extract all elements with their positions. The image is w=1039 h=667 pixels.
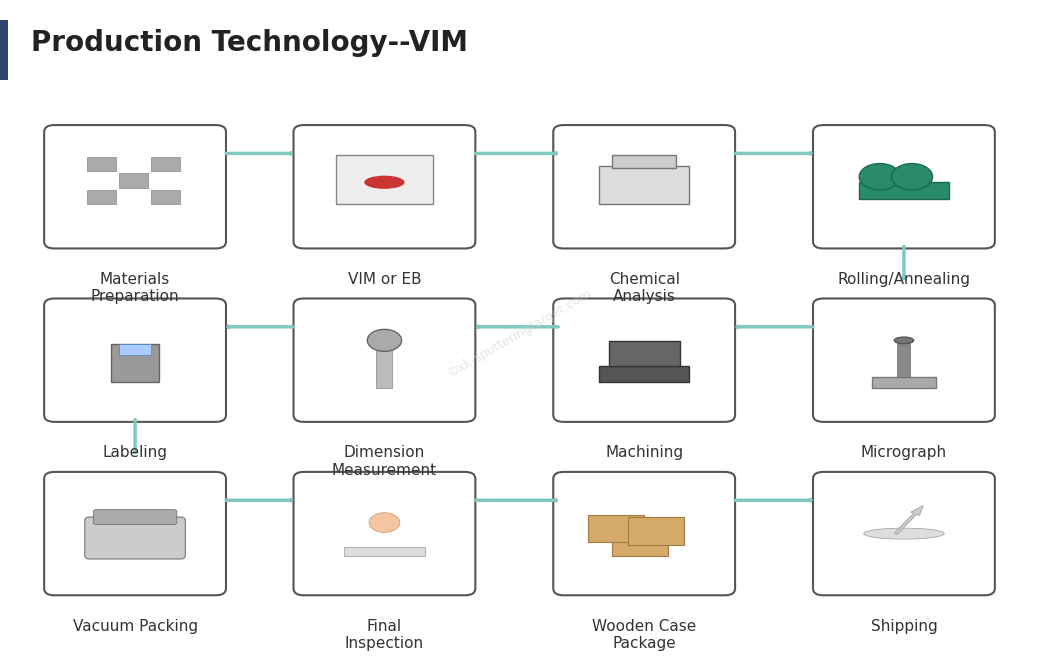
Bar: [328, 148, 441, 225]
FancyBboxPatch shape: [812, 299, 995, 422]
Text: Chemical
Analysis: Chemical Analysis: [609, 272, 680, 304]
Ellipse shape: [863, 528, 944, 539]
FancyBboxPatch shape: [45, 299, 227, 422]
Bar: [79, 148, 191, 225]
Bar: [609, 342, 680, 366]
Text: Shipping: Shipping: [871, 619, 937, 634]
FancyBboxPatch shape: [45, 125, 227, 249]
Bar: [152, 157, 180, 171]
Bar: [111, 344, 159, 382]
Bar: [588, 515, 644, 542]
Bar: [588, 321, 700, 399]
Bar: [600, 166, 689, 204]
FancyBboxPatch shape: [94, 510, 177, 524]
Bar: [848, 495, 960, 572]
Bar: [612, 528, 668, 556]
Text: Wooden Case
Package: Wooden Case Package: [592, 619, 696, 651]
FancyBboxPatch shape: [45, 472, 227, 595]
Bar: [79, 321, 191, 399]
Text: Dimension
Measurement: Dimension Measurement: [331, 446, 437, 478]
Circle shape: [891, 163, 933, 190]
Bar: [376, 338, 393, 388]
Text: Materials
Preparation: Materials Preparation: [90, 272, 180, 304]
Bar: [87, 157, 115, 171]
Bar: [152, 190, 180, 204]
FancyBboxPatch shape: [293, 472, 476, 595]
Circle shape: [859, 163, 901, 190]
FancyBboxPatch shape: [293, 125, 476, 249]
Ellipse shape: [365, 175, 404, 189]
Bar: [588, 495, 700, 572]
Bar: [628, 517, 685, 544]
Bar: [337, 155, 432, 204]
Circle shape: [368, 329, 402, 352]
FancyBboxPatch shape: [553, 299, 736, 422]
Bar: [859, 182, 949, 199]
Bar: [872, 377, 936, 388]
FancyBboxPatch shape: [553, 472, 736, 595]
Text: Labeling: Labeling: [103, 446, 167, 460]
Bar: [328, 495, 441, 572]
Ellipse shape: [895, 337, 913, 344]
Text: VIM or EB: VIM or EB: [348, 272, 421, 287]
Bar: [119, 344, 152, 355]
Bar: [848, 321, 960, 399]
Text: Final
Inspection: Final Inspection: [345, 619, 424, 651]
Text: Micrograph: Micrograph: [861, 446, 947, 460]
FancyBboxPatch shape: [553, 125, 736, 249]
Text: ©xk-sputteringtarget.com: ©xk-sputteringtarget.com: [445, 287, 594, 380]
Bar: [119, 173, 148, 188]
Bar: [612, 155, 676, 168]
FancyBboxPatch shape: [85, 517, 185, 559]
Bar: [898, 338, 910, 377]
Bar: [328, 321, 441, 399]
FancyBboxPatch shape: [293, 299, 476, 422]
Bar: [344, 547, 425, 556]
Bar: [848, 148, 960, 225]
Bar: [79, 495, 191, 572]
Bar: [0, 20, 8, 80]
Text: Rolling/Annealing: Rolling/Annealing: [837, 272, 970, 287]
Circle shape: [369, 513, 400, 532]
FancyArrow shape: [895, 506, 924, 534]
Text: Production Technology--VIM: Production Technology--VIM: [31, 29, 469, 57]
Text: Machining: Machining: [605, 446, 684, 460]
Bar: [87, 190, 115, 204]
FancyBboxPatch shape: [812, 125, 995, 249]
FancyBboxPatch shape: [812, 472, 995, 595]
Text: Vacuum Packing: Vacuum Packing: [73, 619, 197, 634]
Bar: [600, 366, 689, 382]
Bar: [588, 148, 700, 225]
